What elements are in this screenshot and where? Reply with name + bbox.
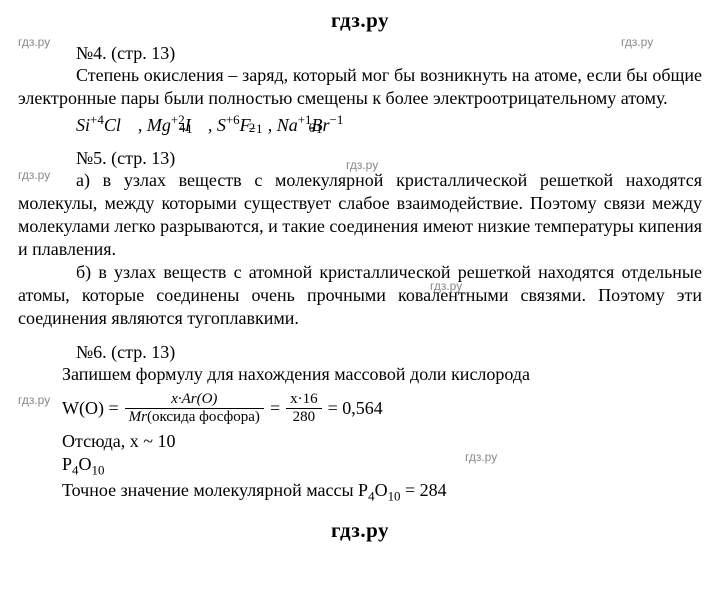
q6-frac2-den: 280 xyxy=(286,408,322,426)
q6-title: №6. (стр. 13) xyxy=(18,342,702,363)
question-6-block: №6. (стр. 13) Запишем формулу для нахожд… xyxy=(18,342,702,506)
q6-line1: Запишем формулу для нахождения массовой … xyxy=(62,363,702,386)
q6-line3: Отсюда, x ~ 10 xyxy=(62,430,702,453)
q6-line5-m: O xyxy=(375,480,388,500)
q6-line4-o: O xyxy=(79,454,92,474)
q5-paragraph-a: а) в узлах веществ с молекулярной криста… xyxy=(18,169,702,261)
q6-frac1: x·Ar(O) Mr(оксида фосфора) xyxy=(125,391,264,426)
q6-frac2-num: x·16 xyxy=(286,391,322,408)
q6-line5: Точное значение молекулярной массы P4O10… xyxy=(62,479,702,505)
q4-formulas: Si+4Cl4−1, Mg+2I2−1, S+6F6−1, Na+1Br−1 xyxy=(18,112,702,136)
q5-title: №5. (стр. 13) xyxy=(18,148,702,169)
footer-brand: гдз.ру xyxy=(18,518,702,543)
question-5-block: №5. (стр. 13) а) в узлах веществ с молек… xyxy=(18,148,702,330)
q6-line4: P4O10 xyxy=(62,453,702,479)
header-brand: гдз.ру xyxy=(18,8,702,33)
q6-frac2: x·16 280 xyxy=(286,391,322,426)
question-4-block: №4. (стр. 13) Степень окисления – заряд,… xyxy=(18,43,702,136)
q4-paragraph: Степень окисления – заряд, который мог б… xyxy=(18,64,702,110)
q5-paragraph-b: б) в узлах веществ с атомной кристалличе… xyxy=(18,261,702,330)
q6-eq1: = xyxy=(270,398,280,419)
q6-equation: W(O) = x·Ar(O) Mr(оксида фосфора) = x·16… xyxy=(62,391,702,426)
q6-eq2: = 0,564 xyxy=(328,398,383,419)
q4-title: №4. (стр. 13) xyxy=(18,43,702,64)
q6-line4-p: P xyxy=(62,454,72,474)
q6-line5-s2: 10 xyxy=(388,489,401,504)
q6-line5-post: = 284 xyxy=(401,480,447,500)
q6-wleft: W(O) = xyxy=(62,398,119,419)
q6-frac1-num: x·Ar(O) xyxy=(171,391,217,407)
q6-line5-pre: Точное значение молекулярной массы P xyxy=(62,480,368,500)
q6-line4-s2: 10 xyxy=(92,463,105,478)
